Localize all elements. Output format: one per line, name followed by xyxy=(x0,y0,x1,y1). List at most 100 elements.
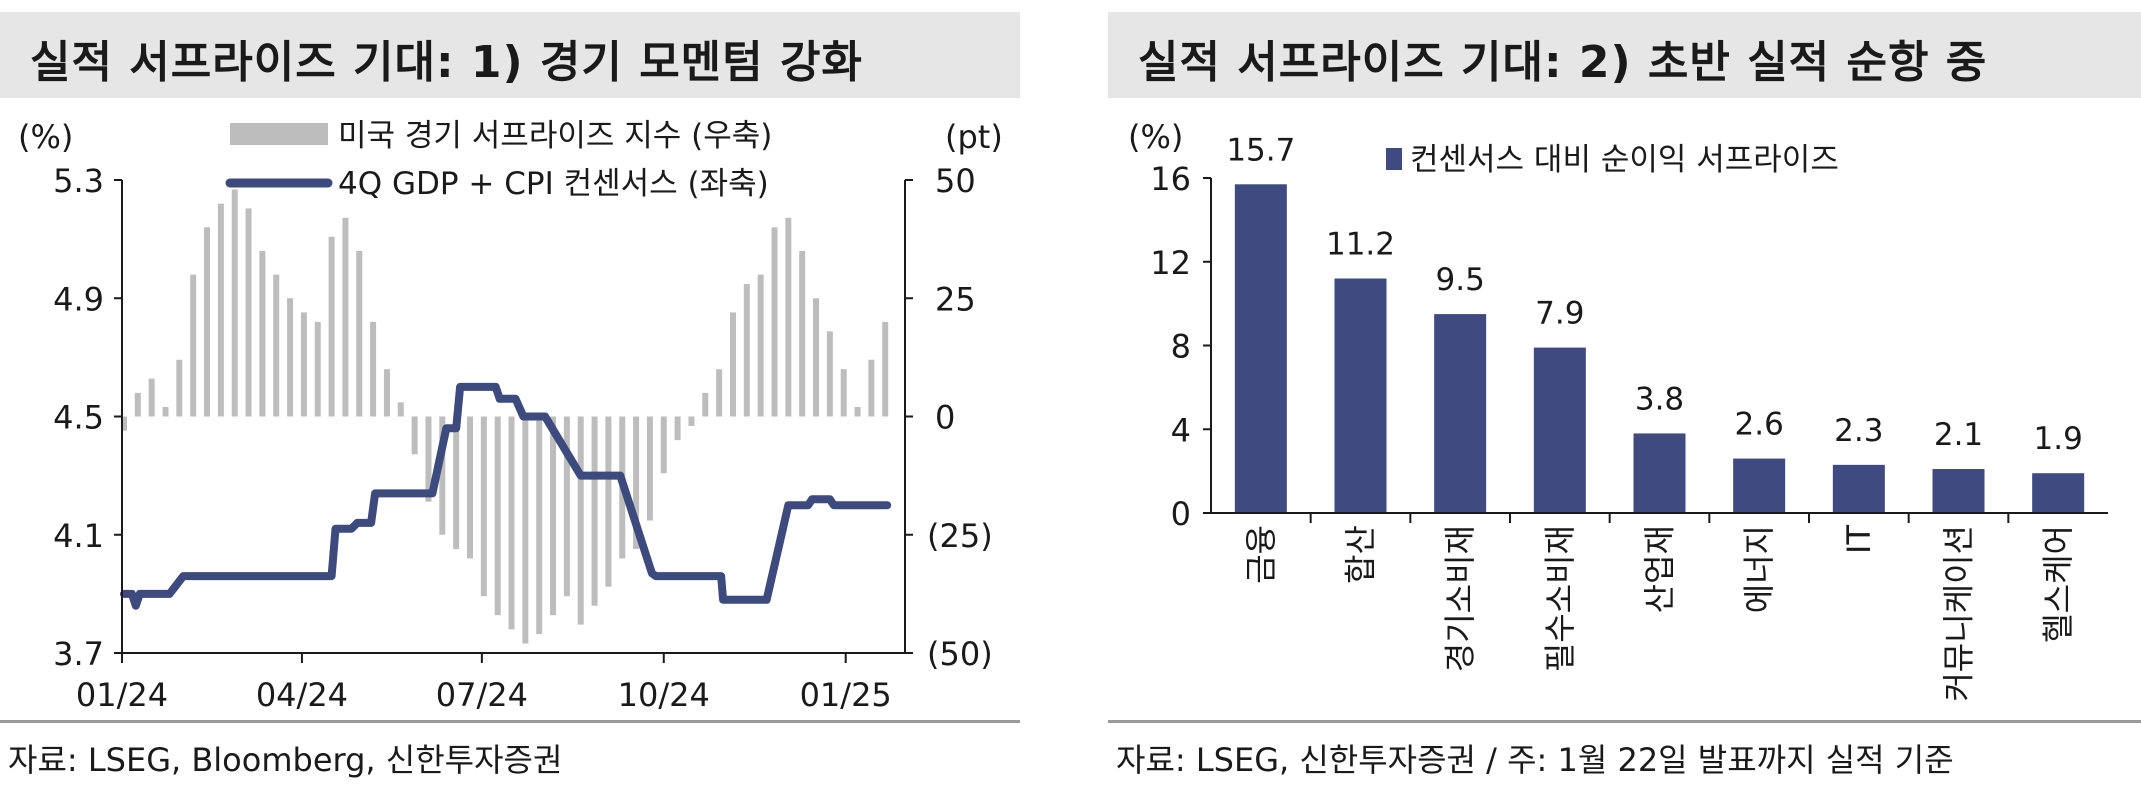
legend-bar-label: 미국 경기 서프라이즈 지수 (우축) xyxy=(338,118,772,154)
legend-swatch xyxy=(1386,148,1402,170)
bar-value-label: 7.9 xyxy=(1535,296,1584,332)
surprise-index-bar xyxy=(204,227,211,417)
left-tick-label: 5.3 xyxy=(53,162,104,200)
category-label: 에너지 xyxy=(1740,525,1778,613)
bar-value-label: 3.8 xyxy=(1635,381,1684,417)
surprise-index-bar xyxy=(148,378,155,417)
category-label: 경기소비재 xyxy=(1441,525,1479,672)
sector-bar xyxy=(1533,347,1586,513)
surprise-index-bar xyxy=(370,321,377,417)
surprise-index-bar xyxy=(522,416,529,644)
right-source: 자료: LSEG, 신한투자증권 / 주: 1월 22일 발표까지 실적 기준 xyxy=(1116,741,1954,779)
surprise-index-bar xyxy=(813,298,820,417)
surprise-index-bar xyxy=(550,416,557,616)
surprise-index-bar xyxy=(231,189,238,417)
right-chart: 15.7 금융 11.2 합산 9.5 경기소비재 7.9 필수소비재 3.8 산업재 2.6 에너지… xyxy=(1128,118,2108,702)
right-panel: 실적 서프라이즈 기대: 2) 초반 실적 순항 중 15.7 금융 11.2 합산 9… xyxy=(1108,0,2141,785)
surprise-index-bar xyxy=(383,369,390,417)
surprise-index-bar xyxy=(176,359,183,417)
surprise-index-bar xyxy=(646,416,653,521)
y-tick-label: 8 xyxy=(1171,328,1191,366)
surprise-index-bar xyxy=(300,312,307,417)
category-label: 헬스케어 xyxy=(2039,525,2077,643)
x-tick-label: 01/25 xyxy=(800,676,892,714)
surprise-index-bar xyxy=(217,203,224,417)
sector-bar xyxy=(1733,458,1786,513)
right-title-bar: 실적 서프라이즈 기대: 2) 초반 실적 순항 중 xyxy=(1108,12,2141,98)
surprise-index-bar xyxy=(591,416,598,606)
y-tick-label: 16 xyxy=(1150,160,1191,198)
right-tick-label: 0 xyxy=(935,399,955,437)
category-label: 산업재 xyxy=(1641,525,1679,613)
sector-bar xyxy=(1334,278,1387,513)
left-axis-unit: (%) xyxy=(18,118,73,156)
surprise-index-bar xyxy=(439,416,446,535)
right-axis-unit: (pt) xyxy=(945,118,1003,156)
surprise-index-bar xyxy=(480,416,487,597)
legend-bar-swatch xyxy=(230,123,328,145)
surprise-index-bar xyxy=(785,217,792,417)
bar-value-label: 1.9 xyxy=(2034,421,2083,457)
gdp-cpi-consensus-line xyxy=(120,382,892,610)
surprise-index-bar xyxy=(411,416,418,455)
surprise-index-bar xyxy=(563,416,570,597)
surprise-index-bar xyxy=(190,274,197,417)
bar-value-label: 15.7 xyxy=(1226,132,1295,168)
legend-label: 컨센서스 대비 순이익 서프라이즈 xyxy=(1410,142,1839,178)
right-source-divider xyxy=(1108,720,2141,723)
left-tick-label: 4.1 xyxy=(53,517,104,555)
surprise-index-bar xyxy=(314,321,321,417)
sector-bar xyxy=(1234,184,1287,513)
surprise-index-bar xyxy=(674,416,681,441)
category-label: 합산 xyxy=(1342,525,1380,584)
right-title: 실적 서프라이즈 기대: 2) 초반 실적 순항 중 xyxy=(1138,37,1988,88)
surprise-index-bar xyxy=(771,227,778,417)
surprise-index-bar xyxy=(425,416,432,502)
bar-value-label: 9.5 xyxy=(1436,262,1485,298)
left-source: 자료: LSEG, Bloomberg, 신한투자증권 xyxy=(8,741,563,779)
surprise-index-bar xyxy=(287,298,294,417)
x-tick-label: 04/24 xyxy=(256,676,348,714)
left-chart: 5.3 4.9 4.5 4.1 3.7 50 25 0 (25) (50) 01/24 04/24 07… xyxy=(18,118,1003,714)
surprise-index-bar xyxy=(799,250,806,417)
y-axis-unit: (%) xyxy=(1128,118,1183,156)
surprise-index-bar xyxy=(342,217,349,417)
surprise-index-bar xyxy=(633,416,640,549)
surprise-index-bar xyxy=(743,284,750,417)
surprise-index-bar xyxy=(757,274,764,417)
x-tick-label: 01/24 xyxy=(76,676,168,714)
surprise-index-bar xyxy=(688,416,695,426)
category-label: 커뮤니케이션 xyxy=(1940,525,1978,702)
surprise-index-bar xyxy=(577,416,584,625)
category-label: IT xyxy=(1840,525,1878,554)
category-label: 필수소비재 xyxy=(1541,525,1579,672)
surprise-index-bar xyxy=(397,402,404,417)
right-tick-label: 50 xyxy=(935,162,976,200)
right-tick-label: (25) xyxy=(927,517,993,555)
surprise-index-bar xyxy=(259,250,266,417)
surprise-index-bar xyxy=(453,416,460,549)
left-title-bar: 실적 서프라이즈 기대: 1) 경기 모멘텀 강화 xyxy=(0,12,1020,98)
surprise-index-bar xyxy=(840,369,847,417)
surprise-index-bar xyxy=(716,369,723,417)
bar-value-label: 2.3 xyxy=(1834,413,1883,449)
sector-bar xyxy=(1633,433,1686,513)
legend-line-label: 4Q GDP + CPI 컨센서스 (좌축) xyxy=(338,166,769,202)
sector-bar xyxy=(1932,469,1985,513)
surprise-index-bar xyxy=(702,392,709,417)
x-tick-label: 07/24 xyxy=(436,676,528,714)
left-title: 실적 서프라이즈 기대: 1) 경기 모멘텀 강화 xyxy=(30,37,863,88)
surprise-index-bar xyxy=(162,407,169,417)
surprise-index-bar xyxy=(245,208,252,417)
bar-value-label: 2.1 xyxy=(1934,417,1983,453)
surprise-index-bar xyxy=(328,236,335,417)
category-label: 금융 xyxy=(1242,525,1280,584)
surprise-index-bar xyxy=(536,416,543,635)
surprise-index-bar xyxy=(120,416,127,431)
y-tick-label: 0 xyxy=(1171,495,1191,533)
surprise-index-bar xyxy=(356,250,363,417)
surprise-index-bar xyxy=(854,407,861,417)
surprise-index-bar xyxy=(508,416,515,630)
surprise-index-bar xyxy=(467,416,473,559)
surprise-index-bar xyxy=(605,416,612,587)
